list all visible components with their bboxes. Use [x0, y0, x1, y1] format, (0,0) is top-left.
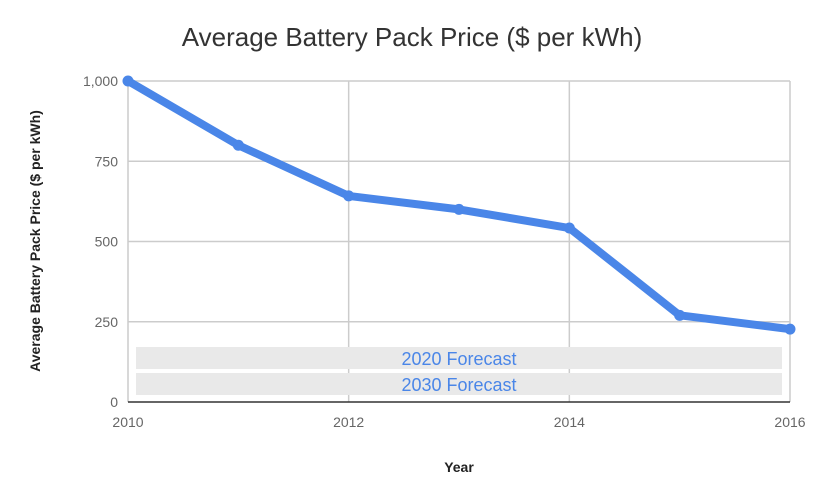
y-tick-label: 1,000: [83, 73, 118, 89]
y-gridlines: [128, 80, 790, 323]
chart-title: Average Battery Pack Price ($ per kWh): [182, 22, 642, 52]
y-tick-label: 750: [95, 153, 119, 169]
data-point: [453, 203, 465, 215]
data-point: [674, 309, 686, 321]
x-axis-label: Year: [444, 459, 474, 475]
y-axis-label: Average Battery Pack Price ($ per kWh): [27, 110, 43, 372]
forecast-band: 2020 Forecast: [136, 347, 782, 369]
y-tick-label: 0: [110, 394, 118, 410]
data-point: [563, 222, 575, 234]
y-axis-ticks: 0 250 500 750 1,000: [83, 73, 118, 410]
data-point: [343, 190, 355, 202]
series-layer: [122, 75, 796, 335]
y-tick-label: 500: [95, 234, 119, 250]
x-tick-label: 2016: [774, 414, 805, 430]
x-tick-label: 2010: [112, 414, 143, 430]
forecast-band: 2030 Forecast: [136, 373, 782, 395]
data-point: [784, 323, 796, 335]
data-point: [232, 139, 244, 151]
forecast-annotation: 2020 Forecast: [401, 349, 516, 369]
x-axis-ticks: 2010 2012 2014 2016: [112, 414, 805, 430]
forecast-annotation: 2030 Forecast: [401, 375, 516, 395]
forecast-band-rect: [136, 347, 782, 369]
forecast-band-rect: [136, 373, 782, 395]
x-tick-label: 2012: [333, 414, 364, 430]
data-point: [122, 75, 134, 87]
y-tick-label: 250: [95, 314, 119, 330]
x-tick-label: 2014: [554, 414, 585, 430]
forecast-bands: 2020 Forecast 2030 Forecast: [136, 347, 782, 395]
